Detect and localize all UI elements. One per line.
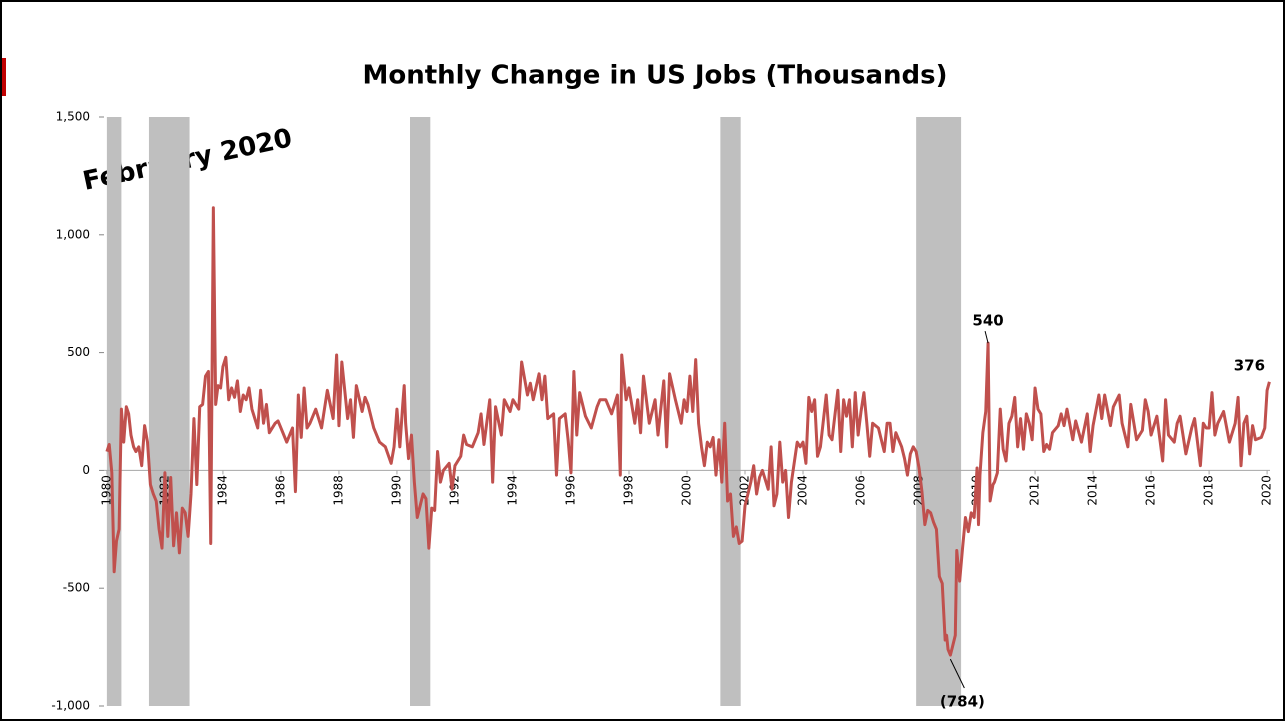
x-tick-label: 2004	[796, 475, 810, 506]
x-tick-label: 2014	[1086, 475, 1100, 506]
annotation-label: (784)	[940, 693, 985, 711]
x-tick-label: 2000	[680, 475, 694, 506]
y-tick-label: -1,000	[51, 699, 90, 713]
x-tick-label: 1980	[99, 475, 113, 506]
x-tick-label: 2016	[1144, 475, 1158, 506]
y-tick-label: 1,000	[56, 227, 90, 241]
x-tick-label: 1998	[621, 475, 635, 506]
x-tick-label: 2020	[1260, 475, 1274, 506]
x-tick-label: 1986	[273, 475, 287, 506]
y-tick-label: 0	[82, 463, 90, 477]
x-tick-label: 2012	[1028, 475, 1042, 506]
recession-band	[148, 117, 190, 706]
x-tick-label: 1996	[563, 475, 577, 506]
recession-band	[720, 117, 741, 706]
accent-bar	[2, 58, 6, 96]
y-tick-label: 1,500	[56, 110, 90, 124]
annotation-label: 540	[972, 312, 1003, 330]
annotation-leader	[984, 331, 989, 344]
x-tick-label: 1988	[331, 475, 345, 506]
x-tick-label: 1990	[389, 475, 403, 506]
recession-band	[916, 117, 962, 706]
x-tick-label: 2018	[1202, 475, 1216, 506]
x-tick-label: 1994	[505, 475, 519, 506]
x-tick-label: 1984	[215, 475, 229, 506]
recession-band	[106, 117, 122, 706]
x-tick-label: 2006	[854, 475, 868, 506]
y-tick-label: -500	[63, 581, 90, 595]
annotation-leader	[949, 658, 965, 689]
recession-band	[410, 117, 431, 706]
chart-title: Monthly Change in US Jobs (Thousands)	[362, 61, 947, 91]
series-line	[105, 206, 1271, 657]
annotation-label: 376	[1234, 356, 1265, 374]
y-tick-label: 500	[67, 345, 90, 359]
